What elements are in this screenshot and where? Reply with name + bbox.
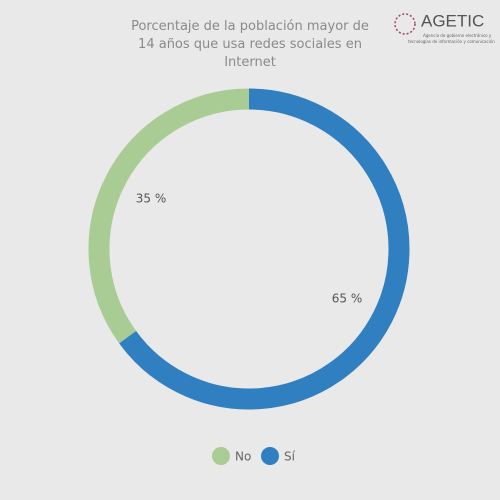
logo-name: AGETIC <box>421 11 484 30</box>
value-label: 65 % <box>332 291 363 305</box>
legend-label: Sí <box>284 450 296 464</box>
legend-label: No <box>235 450 251 464</box>
logo-icon <box>394 13 416 35</box>
logo-tagline: tecnologías de información y comunicació… <box>408 39 495 44</box>
logo: AGETIC Agencia de gobierno electrónico y… <box>394 11 495 44</box>
value-label: 35 % <box>136 192 167 206</box>
logo-tagline: Agencia de gobierno electrónico y <box>423 33 492 38</box>
legend-swatch <box>261 447 279 465</box>
chart-title: Porcentaje de la población mayor de 14 a… <box>131 19 369 70</box>
donut-segment <box>119 88 410 410</box>
legend-swatch <box>212 447 230 465</box>
donut-segment <box>88 88 250 344</box>
